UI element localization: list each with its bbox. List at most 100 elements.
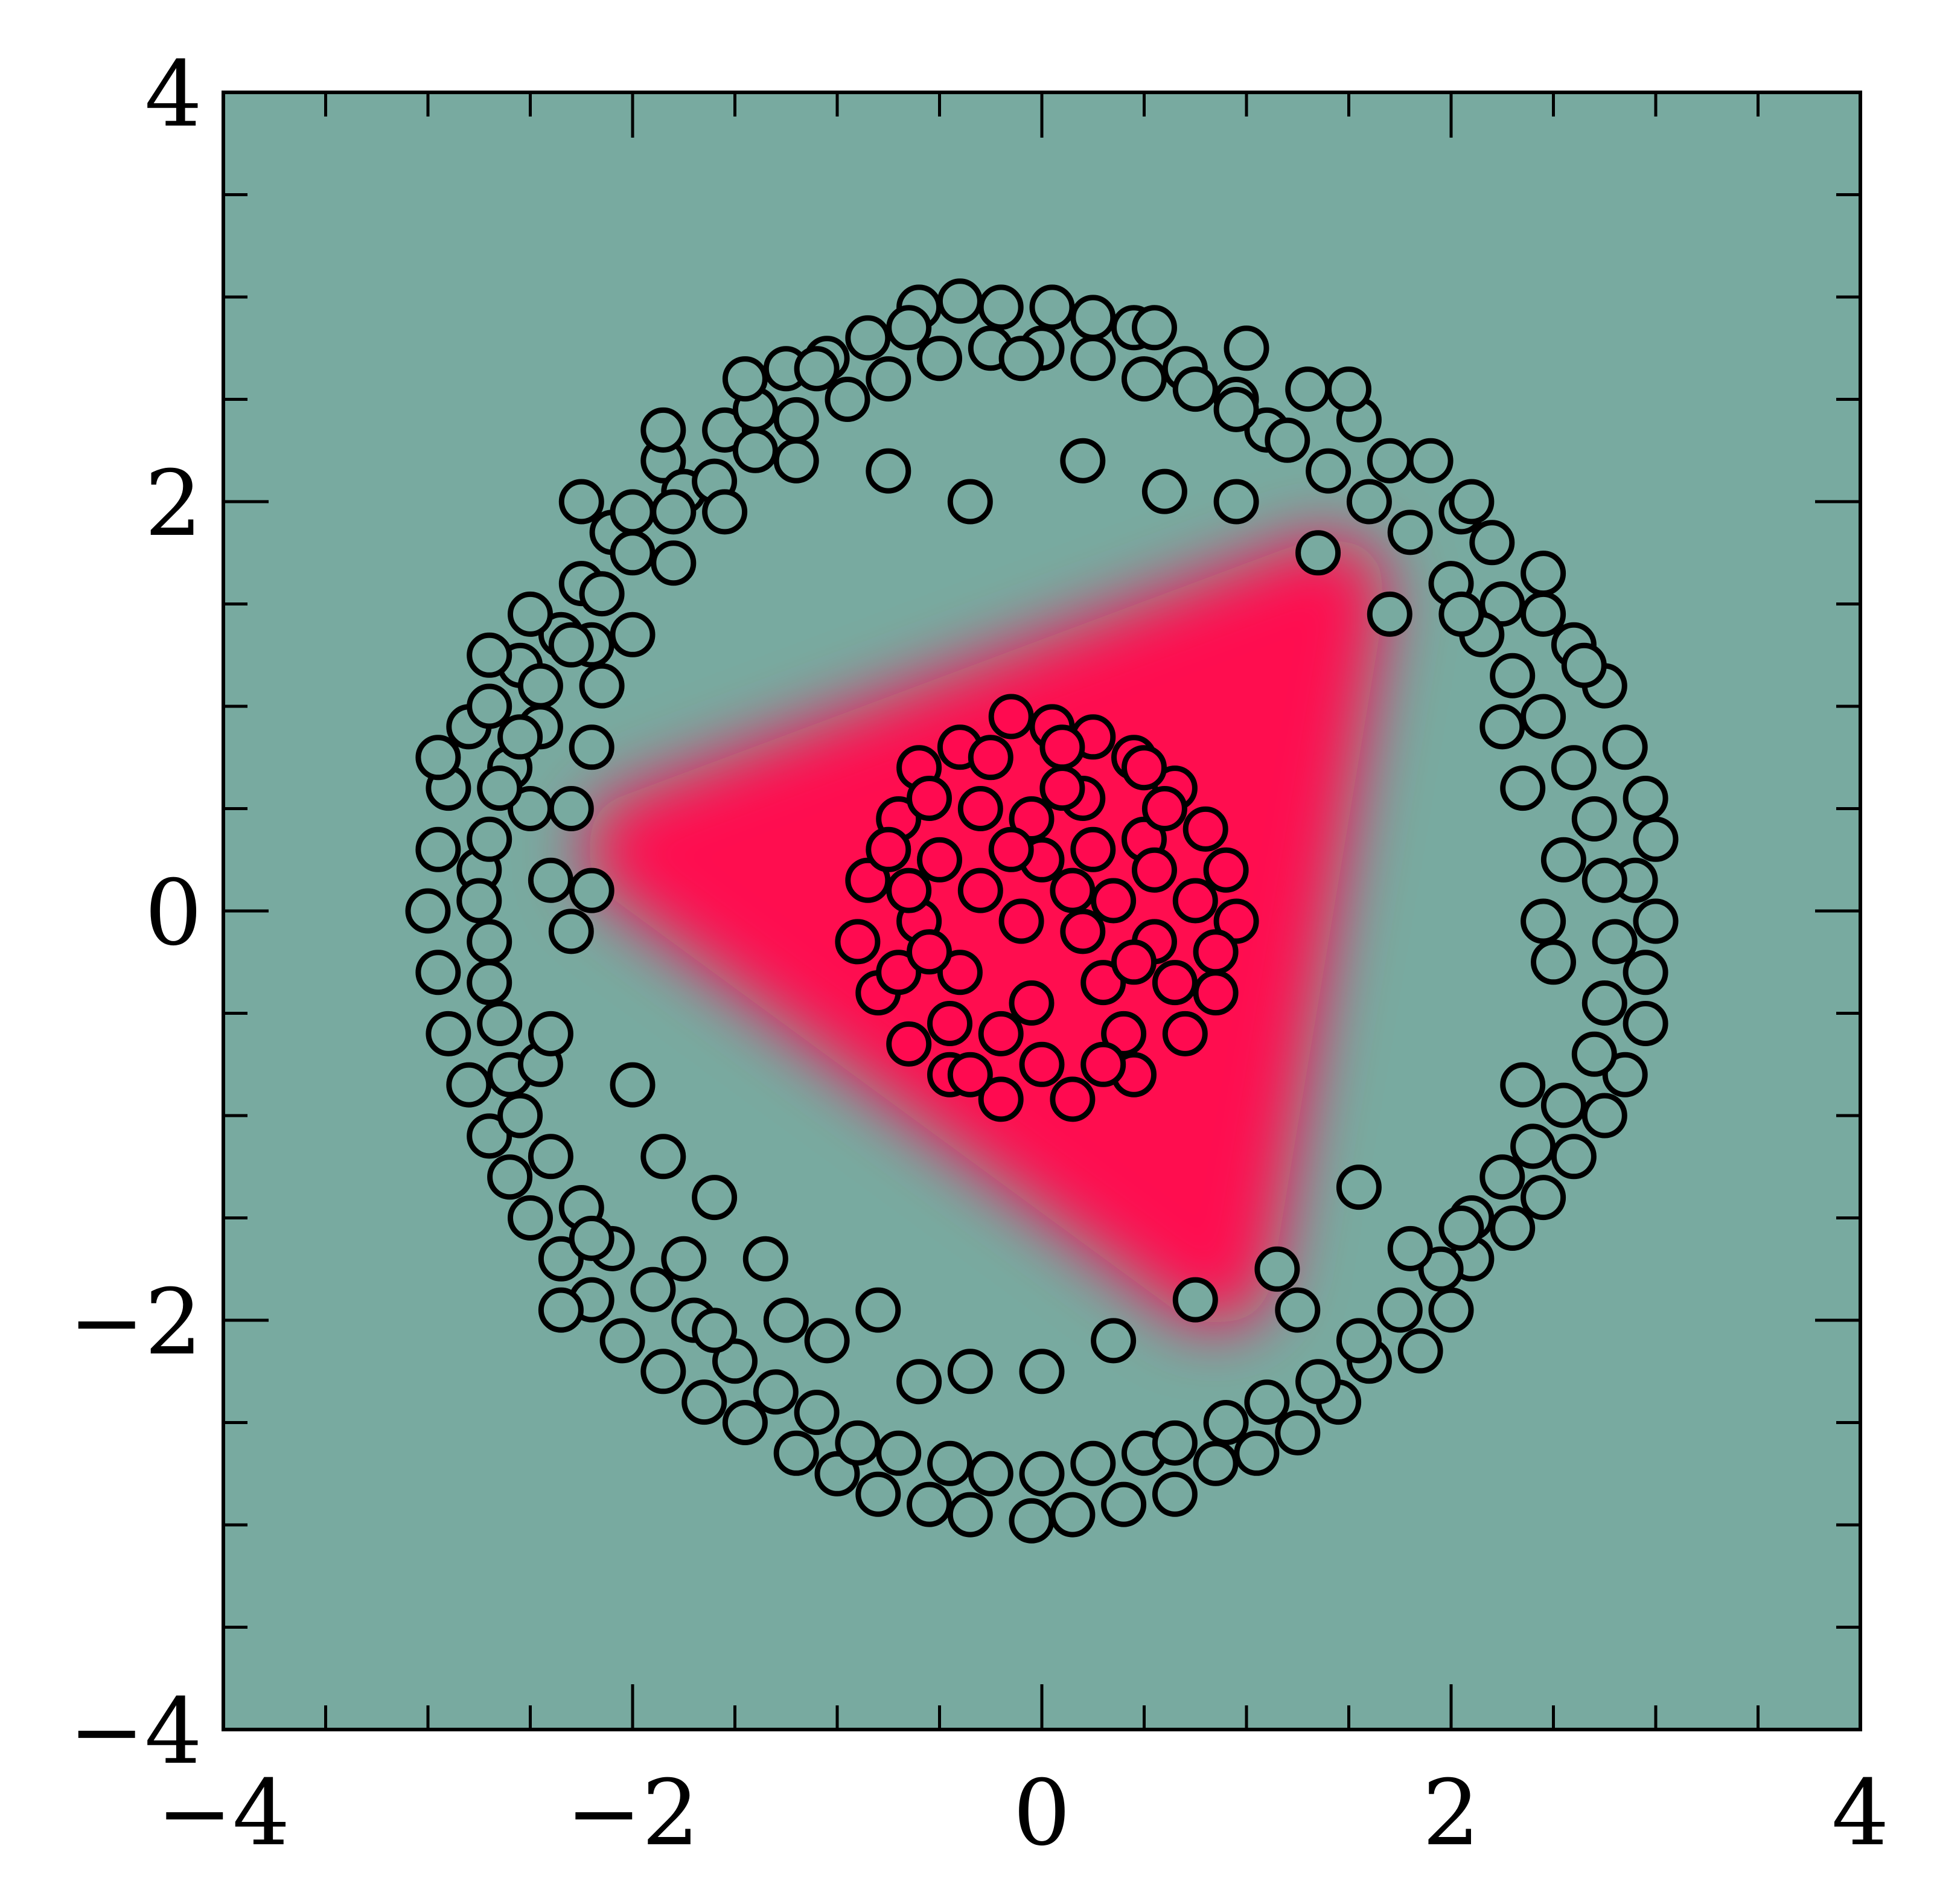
outer-ring-point bbox=[508, 1195, 553, 1241]
outer-ring-point bbox=[1367, 438, 1412, 484]
outer-ring-point bbox=[1418, 1246, 1464, 1292]
outer-ring-point bbox=[1265, 417, 1310, 463]
outer-ring-point bbox=[1500, 765, 1546, 811]
outer-ring-point bbox=[692, 1175, 738, 1221]
outer-ring-point bbox=[1336, 1318, 1382, 1364]
outer-ring-point bbox=[1633, 816, 1679, 862]
outer-ring-point bbox=[1397, 1328, 1443, 1374]
inner-disk-point bbox=[845, 857, 891, 903]
inner-disk-point bbox=[1152, 960, 1198, 1006]
outer-ring-point bbox=[1070, 1440, 1116, 1486]
outer-ring-point bbox=[937, 278, 983, 324]
outer-ring-point bbox=[681, 1379, 727, 1425]
outer-ring-point bbox=[855, 1287, 901, 1333]
outer-ring-point bbox=[1275, 1287, 1321, 1333]
inner-disk-point bbox=[927, 1001, 972, 1046]
outer-ring-point bbox=[1122, 356, 1167, 402]
inner-disk-point bbox=[1050, 867, 1096, 913]
inner-disk-point bbox=[866, 826, 911, 872]
outer-ring-point bbox=[855, 1471, 901, 1517]
outer-ring-point bbox=[1490, 1206, 1536, 1251]
outer-ring-point bbox=[1540, 837, 1586, 883]
outer-ring-point bbox=[732, 427, 778, 473]
outer-ring-point bbox=[825, 377, 870, 422]
outer-ring-point bbox=[1336, 1164, 1382, 1210]
outer-ring-point bbox=[1213, 386, 1259, 432]
inner-disk-point bbox=[886, 867, 932, 913]
inner-disk-point bbox=[957, 786, 1003, 831]
outer-ring-point bbox=[651, 489, 697, 535]
outer-ring-point bbox=[1367, 591, 1412, 637]
outer-ring-point bbox=[702, 407, 748, 453]
outer-ring-point bbox=[467, 919, 512, 965]
outer-ring-point bbox=[1009, 1498, 1055, 1544]
inner-disk-point bbox=[988, 694, 1034, 740]
outer-ring-point bbox=[1500, 1062, 1546, 1108]
outer-ring-point bbox=[896, 1359, 942, 1405]
inner-disk-point bbox=[1172, 878, 1218, 924]
outer-ring-point bbox=[876, 1430, 922, 1476]
outer-ring-point bbox=[1592, 919, 1638, 965]
outer-ring-point bbox=[1540, 1082, 1586, 1128]
outer-ring-point bbox=[1623, 776, 1668, 821]
outer-ring-point bbox=[467, 1113, 512, 1159]
outer-ring-point bbox=[661, 1236, 707, 1282]
inner-disk-point bbox=[907, 929, 952, 975]
outer-ring-point bbox=[1428, 1287, 1474, 1333]
outer-ring-point bbox=[1152, 1471, 1198, 1517]
outer-ring-point bbox=[1510, 1123, 1556, 1169]
outer-ring-point bbox=[528, 1134, 573, 1180]
outer-ring-point bbox=[548, 622, 594, 668]
outer-ring-point bbox=[1172, 1277, 1218, 1323]
outer-ring-point bbox=[610, 1062, 656, 1108]
inner-disk-point bbox=[1203, 847, 1249, 893]
outer-ring-point bbox=[1326, 366, 1371, 412]
outer-ring-point bbox=[1285, 366, 1331, 412]
outer-ring-point bbox=[1571, 1031, 1617, 1077]
inner-disk-point bbox=[1009, 980, 1055, 1026]
outer-ring-point bbox=[1244, 1379, 1290, 1425]
inner-disk-point bbox=[1091, 878, 1137, 924]
outer-ring-point bbox=[548, 786, 594, 831]
outer-ring-point bbox=[467, 816, 512, 862]
outer-ring-point bbox=[1623, 950, 1668, 995]
inner-disk-point bbox=[957, 867, 1003, 913]
outer-ring-point bbox=[640, 407, 686, 453]
outer-ring-point bbox=[1490, 653, 1536, 698]
inner-disk-point bbox=[1060, 909, 1106, 954]
outer-ring-point bbox=[415, 735, 461, 781]
y-tick-label: 2 bbox=[145, 452, 202, 557]
inner-disk-point bbox=[1039, 765, 1085, 811]
inner-disk-point bbox=[1132, 847, 1177, 893]
outer-ring-point bbox=[1521, 694, 1566, 740]
outer-ring-point bbox=[1234, 1430, 1280, 1476]
outer-ring-point bbox=[467, 960, 512, 1006]
outer-ring-point bbox=[1060, 438, 1106, 484]
y-tick-label: −2 bbox=[69, 1270, 202, 1375]
outer-ring-point bbox=[1019, 1451, 1065, 1497]
inner-disk-point bbox=[1101, 1011, 1147, 1056]
outer-ring-point bbox=[1581, 980, 1627, 1026]
outer-ring-point bbox=[1141, 468, 1187, 514]
outer-ring-point bbox=[579, 663, 625, 709]
outer-ring-point bbox=[548, 909, 594, 954]
inner-disk-point bbox=[917, 837, 962, 883]
outer-ring-point bbox=[917, 336, 962, 382]
outer-ring-point bbox=[773, 438, 819, 484]
outer-ring-point bbox=[477, 765, 523, 811]
outer-ring-point bbox=[692, 1308, 738, 1353]
outer-ring-point bbox=[1193, 1440, 1239, 1486]
outer-ring-point bbox=[947, 1492, 993, 1538]
x-tick-label: −2 bbox=[566, 1761, 699, 1866]
inner-disk-point bbox=[978, 1011, 1024, 1056]
outer-ring-point bbox=[1623, 1001, 1668, 1046]
scatter-points bbox=[405, 278, 1679, 1544]
inner-disk-point bbox=[907, 776, 952, 821]
outer-ring-point bbox=[538, 1236, 584, 1282]
inner-disk-point bbox=[1070, 826, 1116, 872]
outer-ring-point bbox=[508, 591, 553, 637]
outer-ring-point bbox=[1019, 1349, 1065, 1394]
outer-ring-point bbox=[1479, 1154, 1525, 1200]
outer-ring-point bbox=[1295, 1359, 1341, 1405]
inner-disk-point bbox=[886, 1021, 932, 1067]
